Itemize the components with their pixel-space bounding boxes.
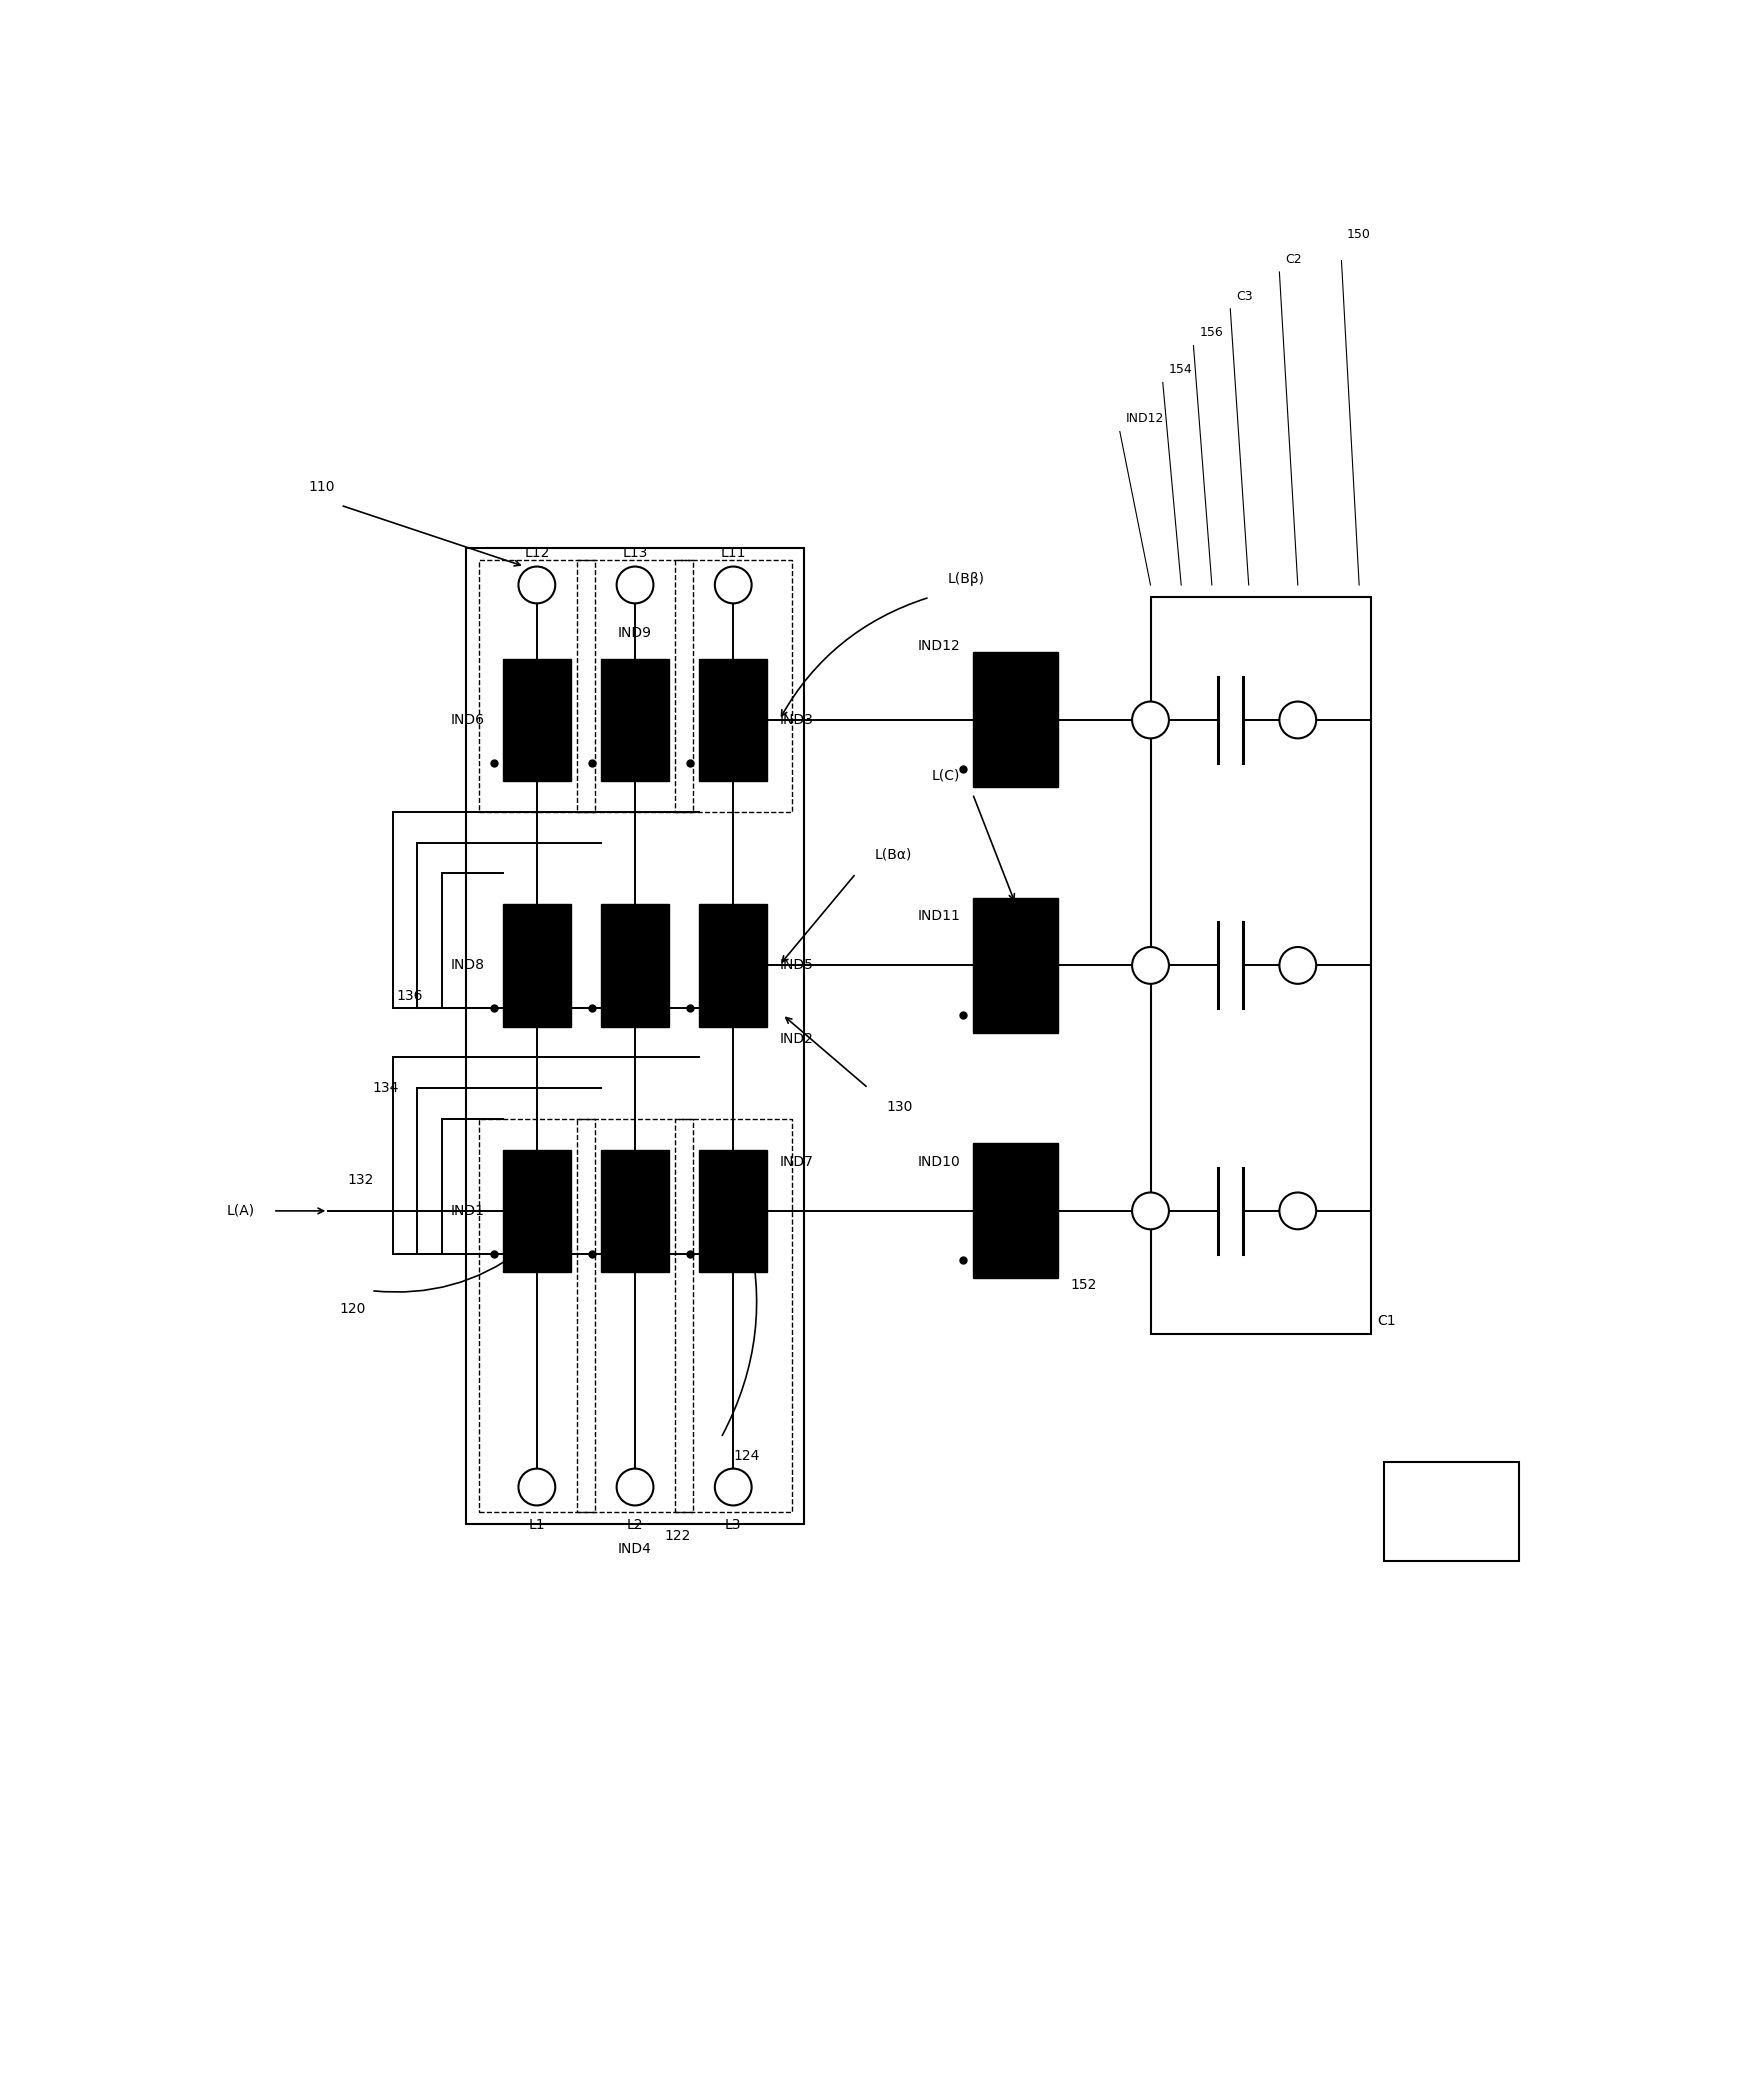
Bar: [700, 660, 766, 781]
Text: L12: L12: [524, 547, 549, 561]
Text: L13: L13: [622, 547, 648, 561]
Text: L1: L1: [528, 1518, 545, 1531]
Text: IND5: IND5: [779, 959, 814, 972]
Bar: [674, 561, 791, 812]
Bar: [503, 660, 571, 781]
Text: 134: 134: [373, 1081, 399, 1095]
Text: IND1: IND1: [451, 1204, 484, 1219]
Circle shape: [1279, 1191, 1317, 1229]
Text: 図2: 図2: [1441, 1503, 1462, 1520]
Circle shape: [1279, 701, 1317, 739]
Text: IND10: IND10: [918, 1154, 960, 1168]
Text: L2: L2: [627, 1518, 643, 1531]
Bar: [972, 1143, 1059, 1279]
Text: 132: 132: [348, 1173, 375, 1187]
Text: IND2: IND2: [779, 1032, 814, 1047]
Text: 156: 156: [1200, 327, 1223, 339]
Text: IND6: IND6: [451, 712, 484, 727]
Text: IND3: IND3: [779, 712, 814, 727]
Text: IND12: IND12: [918, 639, 960, 653]
Circle shape: [1132, 946, 1169, 984]
Text: 122: 122: [665, 1529, 692, 1543]
Text: L(Bα): L(Bα): [874, 848, 911, 863]
Circle shape: [714, 567, 751, 603]
Bar: [972, 898, 1059, 1032]
Text: C2: C2: [1286, 253, 1301, 266]
Text: 120: 120: [340, 1302, 366, 1315]
Text: L(A): L(A): [226, 1204, 254, 1219]
Circle shape: [519, 567, 556, 603]
Bar: [700, 905, 766, 1026]
Circle shape: [1279, 946, 1317, 984]
Circle shape: [617, 567, 653, 603]
Circle shape: [1132, 701, 1169, 739]
Text: IND4: IND4: [618, 1543, 652, 1556]
Text: L(Bβ): L(Bβ): [948, 572, 984, 586]
Bar: [601, 1150, 669, 1273]
Text: IND9: IND9: [618, 626, 652, 641]
Bar: [972, 653, 1059, 787]
Text: 110: 110: [308, 480, 334, 494]
Bar: [503, 1150, 571, 1273]
Text: IND12: IND12: [1125, 413, 1164, 425]
Bar: [674, 1118, 791, 1512]
Text: 150: 150: [1347, 228, 1371, 241]
Text: C1: C1: [1378, 1315, 1395, 1328]
Bar: [1150, 597, 1371, 1334]
Text: 124: 124: [733, 1449, 760, 1464]
Text: 136: 136: [397, 988, 423, 1003]
Text: 152: 152: [1071, 1277, 1097, 1292]
Bar: [577, 561, 693, 812]
Bar: [1383, 1462, 1519, 1560]
Text: C3: C3: [1237, 289, 1252, 304]
Text: L11: L11: [721, 547, 746, 561]
Bar: [577, 1118, 693, 1512]
Text: 130: 130: [887, 1099, 913, 1114]
Bar: [700, 1150, 766, 1273]
Bar: [601, 660, 669, 781]
Text: IND7: IND7: [779, 1154, 814, 1168]
Circle shape: [617, 1468, 653, 1506]
Text: L3: L3: [725, 1518, 742, 1531]
Text: IND8: IND8: [451, 959, 484, 972]
Circle shape: [714, 1468, 751, 1506]
Circle shape: [1132, 1191, 1169, 1229]
Bar: [503, 905, 571, 1026]
Bar: [467, 549, 803, 1524]
Bar: [479, 561, 596, 812]
Text: 154: 154: [1169, 362, 1193, 377]
Text: IND11: IND11: [918, 909, 960, 923]
Circle shape: [519, 1468, 556, 1506]
Text: L(C): L(C): [932, 768, 960, 783]
Bar: [479, 1118, 596, 1512]
Bar: [601, 905, 669, 1026]
